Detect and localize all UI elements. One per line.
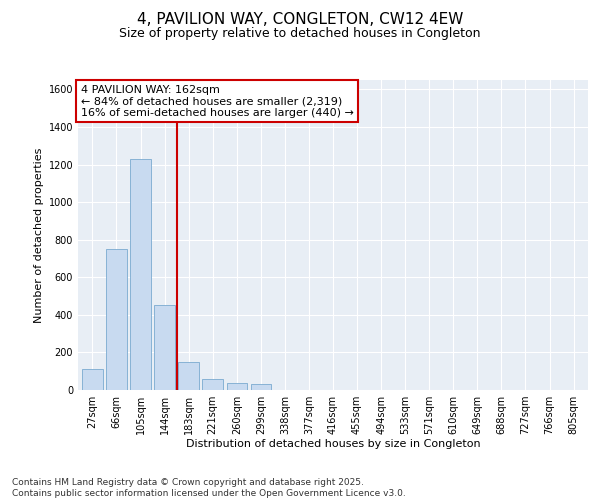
Bar [251, 384, 271, 390]
Text: 4 PAVILION WAY: 162sqm
← 84% of detached houses are smaller (2,319)
16% of semi-: 4 PAVILION WAY: 162sqm ← 84% of detached… [80, 84, 353, 118]
Text: Contains HM Land Registry data © Crown copyright and database right 2025.
Contai: Contains HM Land Registry data © Crown c… [12, 478, 406, 498]
X-axis label: Distribution of detached houses by size in Congleton: Distribution of detached houses by size … [185, 438, 481, 448]
Bar [202, 378, 223, 390]
Bar [154, 306, 175, 390]
Text: 4, PAVILION WAY, CONGLETON, CW12 4EW: 4, PAVILION WAY, CONGLETON, CW12 4EW [137, 12, 463, 28]
Bar [82, 370, 103, 390]
Bar [178, 362, 199, 390]
Bar [106, 249, 127, 390]
Bar [227, 384, 247, 390]
Bar [130, 159, 151, 390]
Text: Size of property relative to detached houses in Congleton: Size of property relative to detached ho… [119, 28, 481, 40]
Y-axis label: Number of detached properties: Number of detached properties [34, 148, 44, 322]
